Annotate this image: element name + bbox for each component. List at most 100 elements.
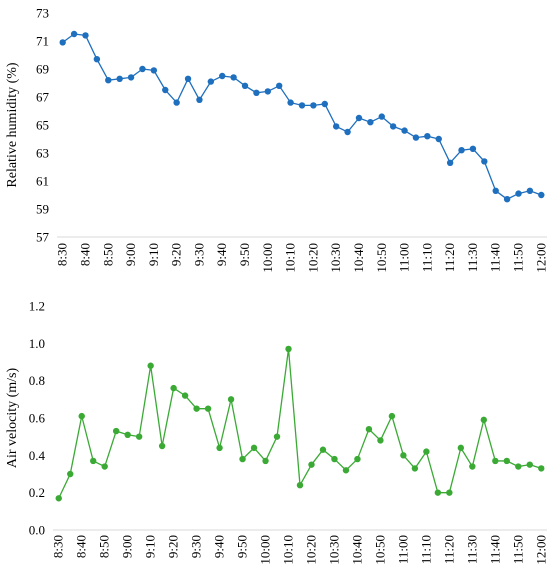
- data-point: [457, 444, 465, 452]
- data-point: [262, 457, 269, 465]
- data-point: [423, 448, 430, 455]
- data-point: [458, 147, 465, 154]
- data-point: [239, 455, 246, 463]
- data-point: [250, 444, 258, 452]
- data-point: [310, 102, 317, 109]
- x-tick-label: 11:00: [395, 535, 410, 564]
- data-point: [378, 113, 385, 120]
- data-point: [90, 457, 97, 465]
- data-point: [355, 114, 363, 122]
- data-point: [78, 412, 85, 420]
- x-tick-label: 11:00: [397, 243, 412, 272]
- data-point: [412, 134, 420, 141]
- x-tick-label: 11:40: [488, 243, 503, 272]
- y-tick-label: 73: [36, 6, 49, 21]
- x-tick-label: 12:00: [533, 243, 548, 273]
- data-point: [105, 77, 112, 84]
- data-point: [331, 455, 338, 463]
- data-point: [492, 187, 499, 194]
- x-tick-label: 9:10: [146, 243, 161, 266]
- data-point: [207, 78, 215, 85]
- x-tick-label: 8:30: [55, 243, 70, 266]
- data-point: [388, 412, 396, 420]
- y-tick-label: 1.0: [29, 336, 45, 351]
- data-point: [365, 426, 373, 433]
- data-point: [173, 99, 180, 106]
- data-point: [112, 427, 120, 435]
- x-tick-label: 10:20: [303, 535, 318, 565]
- data-point: [139, 65, 146, 73]
- data-point: [400, 452, 407, 459]
- y-tick-label: 0.2: [29, 485, 45, 500]
- data-point: [480, 416, 488, 424]
- data-point: [492, 457, 499, 465]
- data-point: [308, 461, 315, 468]
- y-tick-label: 0.4: [29, 448, 46, 463]
- data-point: [285, 345, 292, 353]
- x-tick-label: 9:30: [189, 535, 204, 558]
- x-tick-label: 11:50: [510, 535, 525, 564]
- x-tick-label: 11:50: [511, 243, 526, 272]
- data-point: [162, 86, 169, 94]
- data-point: [434, 489, 442, 496]
- x-tick-label: 9:20: [169, 243, 184, 266]
- data-point: [193, 405, 200, 412]
- x-tick-label: 9:20: [166, 535, 181, 558]
- data-point: [515, 463, 522, 470]
- data-point: [321, 100, 328, 108]
- x-tick-label: 10:10: [283, 243, 298, 273]
- data-point: [93, 56, 101, 63]
- x-tick-label: 11:20: [441, 535, 456, 564]
- x-tick-label: 11:10: [419, 243, 434, 272]
- data-point: [82, 32, 89, 39]
- data-point: [342, 467, 350, 474]
- x-tick-label: 9:10: [143, 535, 158, 558]
- x-tick-label: 9:40: [214, 243, 229, 266]
- x-tick-label: 10:30: [328, 243, 343, 273]
- data-point: [401, 127, 408, 134]
- data-point: [298, 102, 306, 109]
- data-point: [253, 89, 260, 97]
- data-point: [101, 463, 108, 470]
- x-tick-label: 9:00: [120, 535, 135, 558]
- data-point: [70, 30, 78, 38]
- x-tick-label: 10:20: [305, 243, 320, 273]
- data-point: [219, 72, 226, 80]
- data-point: [127, 74, 135, 81]
- data-point: [469, 463, 476, 470]
- y-tick-label: 1.2: [29, 299, 45, 314]
- x-tick-label: 10:00: [258, 535, 273, 565]
- data-point: [241, 82, 249, 90]
- x-tick-label: 10:00: [260, 243, 275, 273]
- x-tick-label: 10:50: [372, 535, 387, 565]
- data-point: [230, 74, 237, 81]
- x-tick-label: 8:30: [51, 535, 66, 558]
- data-point: [287, 99, 294, 106]
- x-tick-label: 9:40: [212, 535, 227, 558]
- data-point: [184, 75, 192, 83]
- data-point: [526, 187, 534, 194]
- series-line: [58, 348, 542, 499]
- x-tick-label: 8:40: [74, 535, 89, 558]
- data-point: [354, 455, 361, 463]
- x-tick-label: 10:50: [374, 243, 389, 273]
- data-point: [332, 123, 340, 130]
- y-tick-label: 59: [36, 202, 49, 217]
- data-point: [538, 465, 545, 472]
- data-point: [276, 82, 283, 90]
- data-point: [515, 190, 522, 197]
- data-point: [124, 431, 131, 438]
- x-tick-label: 9:00: [123, 243, 138, 266]
- y-tick-label: 61: [36, 174, 49, 189]
- data-point: [377, 437, 384, 444]
- data-point: [367, 119, 374, 126]
- x-tick-label: 12:00: [533, 535, 548, 565]
- x-tick-label: 9:50: [237, 243, 252, 266]
- y-tick-label: 0.6: [29, 411, 46, 426]
- x-tick-label: 11:10: [418, 535, 433, 564]
- data-point: [503, 457, 510, 465]
- x-tick-label: 10:30: [326, 535, 341, 565]
- x-tick-label: 8:50: [97, 535, 112, 558]
- data-point: [216, 444, 223, 452]
- data-point: [116, 75, 123, 83]
